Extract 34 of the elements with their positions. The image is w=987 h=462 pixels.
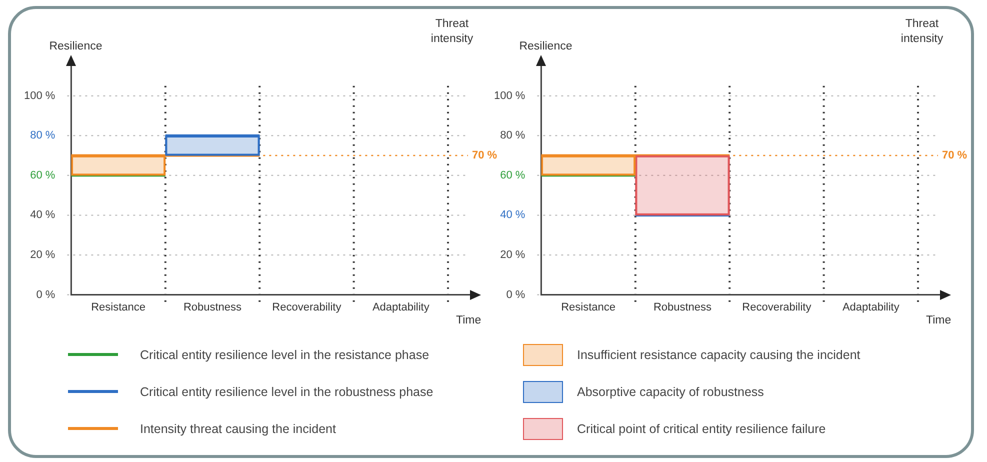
x-tick-label: Resistance (561, 301, 616, 314)
y-tick-label: 80 % (500, 130, 526, 142)
y-tick-label: 80 % (30, 130, 56, 142)
y-tick-label: 40 % (30, 209, 56, 222)
legend-label: Intensity threat causing the incident (140, 422, 336, 436)
x-tick-label: Adaptability (372, 301, 430, 314)
y-tick-label: 60 % (500, 169, 526, 182)
x-tick-label: Recoverability (742, 301, 812, 314)
y-tick-label: 0 % (506, 288, 526, 301)
y-tick-label: 20 % (30, 249, 56, 262)
legend-label: Absorptive capacity of robustness (577, 384, 764, 398)
text: Threat intensity (430, 18, 474, 45)
legend-label: Insufficient resistance capacity causing the incident (577, 348, 860, 362)
text: Threat intensity (900, 18, 944, 45)
legend-label: Critical entity resilience level in the resistance phase (140, 348, 430, 362)
y-tick-label: 100 % (494, 90, 526, 102)
x-tick-label: Robustness (183, 301, 242, 314)
x-axis-title: Time (456, 314, 482, 327)
x-tick-label: Adaptability (842, 301, 900, 314)
x-tick-label: Resistance (91, 301, 146, 314)
y-tick-label: 100 % (24, 90, 56, 102)
y-axis-title: Resilience (519, 40, 572, 52)
x-axis-title: Time (926, 314, 952, 327)
ref-line-label: 70 % (472, 150, 498, 162)
x-tick-label: Recoverability (272, 301, 342, 314)
legend-label: Critical entity resilience level in the robustness phase (140, 384, 434, 398)
x-tick-label: Robustness (653, 301, 712, 314)
legend-label: Critical point of critical entity resilience failure (577, 422, 826, 436)
y-tick-label: 20 % (500, 249, 526, 262)
y-tick-label: 40 % (500, 209, 526, 222)
y-tick-label: 60 % (30, 169, 56, 182)
ref-line-label: 70 % (942, 150, 968, 162)
y-tick-label: 0 % (36, 288, 56, 301)
y-axis-title: Resilience (49, 40, 102, 52)
